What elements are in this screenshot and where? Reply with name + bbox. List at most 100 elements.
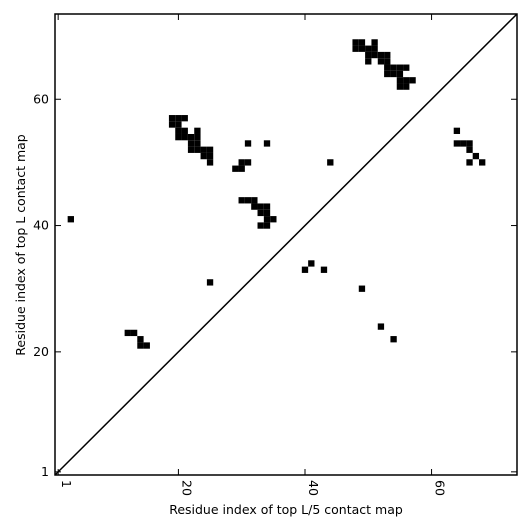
contact-cell (479, 159, 486, 166)
contact-cell (137, 342, 144, 349)
contact-cell (238, 159, 245, 166)
contact-cell (358, 45, 366, 52)
contact-cell (200, 146, 207, 153)
diagonal (54, 13, 518, 476)
contact-cell (384, 51, 391, 59)
contact-cell (206, 146, 214, 153)
contact-cell (390, 70, 397, 78)
y-tick-label: 20 (33, 344, 49, 359)
contact-cell (371, 39, 378, 46)
contact-cell (244, 159, 252, 166)
contact-cell (168, 115, 176, 122)
contact-cell (270, 216, 277, 223)
contact-cell (206, 152, 214, 160)
contact-cell (390, 336, 397, 343)
contact-cell (194, 140, 201, 147)
contact-cell (244, 140, 252, 147)
contact-cell (358, 285, 366, 292)
contact-cell (377, 51, 385, 59)
contact-cell (67, 216, 74, 223)
x-tick-label: 20 (179, 480, 194, 496)
contact-cell (403, 77, 410, 84)
contact-cell (181, 133, 188, 141)
contact-cell (168, 121, 176, 128)
contact-cell (472, 152, 480, 160)
contact-cell (251, 203, 258, 210)
contact-cell (187, 146, 195, 153)
contact-cell (396, 64, 404, 71)
x-axis-label: Residue index of top L/5 contact map (169, 502, 403, 517)
contact-cell (365, 45, 372, 52)
contact-cell (187, 140, 195, 147)
contact-cell (466, 146, 473, 153)
contact-cell (194, 133, 201, 141)
contact-cell (371, 45, 378, 52)
contact-cell (396, 77, 404, 84)
contact-cell (175, 115, 182, 122)
contact-cell (194, 127, 201, 134)
contact-cell (181, 127, 188, 134)
contact-cell (175, 133, 182, 141)
contact-cell (232, 165, 239, 172)
contact-cell (238, 165, 245, 172)
contact-cell (263, 203, 271, 210)
contact-cell (187, 133, 195, 141)
contact-cell (466, 140, 473, 147)
contact-cell (238, 197, 245, 204)
contact-cell (206, 279, 214, 286)
contact-cell (301, 266, 309, 273)
x-tick-label: 40 (306, 480, 321, 496)
contact-cell (460, 140, 467, 147)
contact-cell (358, 39, 366, 46)
contact-cell (453, 140, 461, 147)
contact-cell (244, 197, 252, 204)
contact-cell (175, 127, 182, 134)
contact-cell (384, 70, 391, 78)
contact-cell (403, 64, 410, 71)
contact-cell (130, 329, 138, 337)
y-axis-label: Residue index of top L contact map (13, 134, 28, 355)
contact-cell (384, 64, 391, 71)
contact-cell (137, 336, 144, 343)
contact-cell (466, 159, 473, 166)
contact-cell (263, 216, 271, 223)
contact-cell (390, 64, 397, 71)
contact-cell (308, 260, 315, 267)
contact-cell (257, 222, 264, 229)
contact-cell (396, 70, 404, 78)
contact-cell (377, 323, 385, 330)
contact-cell (263, 140, 271, 147)
contact-cell (175, 121, 182, 128)
contact-cell (124, 329, 131, 337)
contact-cell (409, 77, 416, 84)
x-tick-label: 60 (433, 480, 448, 496)
contact-cell (377, 58, 385, 65)
x-tick-label: 1 (59, 480, 74, 488)
contact-cell (396, 83, 404, 90)
y-tick-label: 1 (41, 464, 49, 479)
y-tick-label: 60 (33, 91, 49, 106)
contact-cell (365, 58, 372, 65)
contact-cell (200, 152, 207, 160)
contact-cell (384, 58, 391, 65)
contact-cell (327, 159, 334, 166)
plot-frame (54, 13, 518, 476)
contact-cell (251, 197, 258, 204)
contact-cell (143, 342, 150, 349)
contact-cell (257, 209, 264, 217)
contact-cell (263, 222, 271, 229)
contact-cell (263, 209, 271, 217)
contact-cell (352, 45, 359, 52)
y-tick-label: 40 (33, 218, 49, 233)
contact-cell (352, 39, 359, 46)
contact-cell (320, 266, 328, 273)
contact-cell (194, 146, 201, 153)
contact-cell (453, 127, 461, 134)
contact-cell (403, 83, 410, 90)
contact-cell (181, 115, 188, 122)
contact-cell (365, 51, 372, 59)
contact-cell (371, 51, 378, 59)
contact-cell (257, 203, 264, 210)
contact-cell (206, 159, 214, 166)
